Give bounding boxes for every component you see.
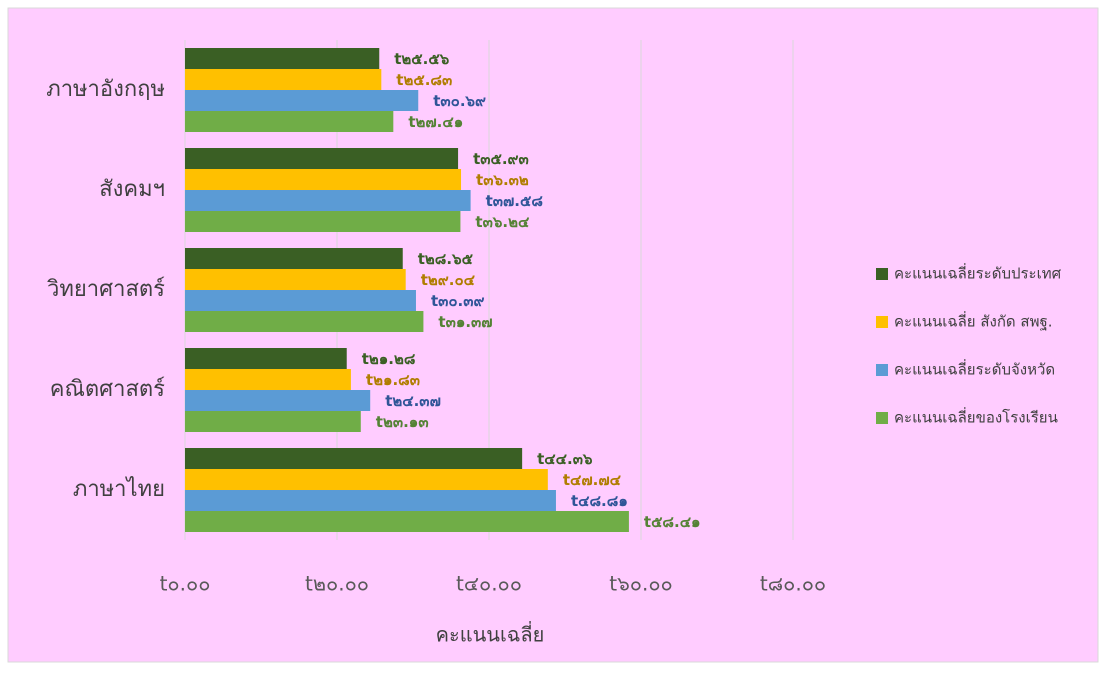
bar: [185, 90, 419, 111]
legend-label: คะแนนเฉลี่ยระดับประเทศ: [894, 263, 1062, 283]
bar: [185, 290, 416, 311]
x-tick-label: t๘๐.๐๐: [760, 572, 826, 596]
data-label: t๓๐.๓๙: [431, 292, 485, 310]
bar: [185, 248, 403, 269]
data-label: t๓๖.๓๒: [476, 171, 529, 189]
y-tick-label: ภาษาไทย: [73, 476, 165, 502]
bar: [185, 169, 462, 190]
legend-swatch: [876, 364, 888, 376]
data-label: t๓๖.๒๔: [475, 213, 530, 231]
data-label: t๒๙.๐๔: [421, 271, 476, 289]
bar: [185, 369, 351, 390]
bar: [185, 411, 361, 432]
x-tick-label: t๐.๐๐: [160, 572, 211, 596]
data-label: t๒๑.๘๓: [366, 371, 420, 389]
bar: [185, 490, 556, 511]
bar: [185, 311, 424, 332]
data-label: t๔๗.๗๔: [563, 471, 622, 489]
data-label: t๓๗.๕๘: [486, 192, 544, 210]
data-label: t๒๕.๘๓: [396, 71, 452, 89]
x-tick-label: t๖๐.๐๐: [609, 572, 673, 596]
data-label: t๒๑.๒๘: [362, 350, 416, 368]
legend-swatch: [876, 412, 888, 424]
data-label: t๒๗.๔๑: [408, 113, 463, 131]
y-tick-label: สังคมฯ: [99, 177, 165, 202]
data-label: t๓๐.๖๙: [433, 92, 486, 110]
bar: [185, 111, 394, 132]
bar: [185, 211, 461, 232]
legend-swatch: [876, 268, 888, 280]
data-label: t๒๔.๓๗: [385, 392, 441, 410]
legend-label: คะแนนเฉลี่ย สังกัด สพฐ.: [894, 311, 1053, 331]
bar: [185, 148, 459, 169]
bar: [185, 511, 629, 532]
bar: [185, 390, 371, 411]
bar: [185, 190, 471, 211]
data-label: t๒๘.๖๕: [418, 250, 474, 268]
legend-swatch: [876, 316, 888, 328]
data-label: t๒๓.๑๓: [376, 413, 429, 431]
bar: [185, 448, 523, 469]
y-tick-label: วิทยาศาสตร์: [46, 277, 165, 302]
x-tick-label: t๒๐.๐๐: [305, 572, 369, 596]
bar: [185, 469, 548, 490]
legend-label: คะแนนเฉลี่ยของโรงเรียน: [894, 407, 1058, 427]
bar: [185, 348, 347, 369]
x-tick-label: t๔๐.๐๐: [456, 572, 522, 596]
data-label: t๔๔.๓๖: [537, 450, 593, 468]
data-label: t๓๑.๓๗: [438, 313, 492, 331]
bar: [185, 269, 406, 290]
legend-label: คะแนนเฉลี่ยระดับจังหวัด: [894, 359, 1055, 379]
data-label: t๒๕.๕๖: [394, 50, 449, 68]
data-label: t๕๘.๔๑: [644, 513, 701, 531]
y-tick-label: คณิตศาสตร์: [50, 377, 165, 402]
x-axis-title: คะแนนเฉลี่ย: [436, 621, 545, 647]
bar: [185, 69, 382, 90]
data-label: t๓๕.๙๓: [473, 150, 529, 168]
data-label: t๔๘.๘๑: [571, 492, 628, 510]
bar: [185, 48, 380, 69]
y-tick-label: ภาษาอังกฤษ: [46, 77, 165, 102]
chart-area: [7, 7, 1099, 663]
